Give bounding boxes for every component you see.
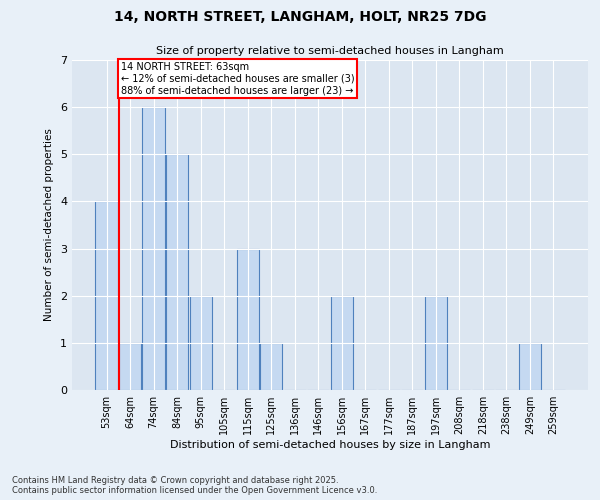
Text: 14, NORTH STREET, LANGHAM, HOLT, NR25 7DG: 14, NORTH STREET, LANGHAM, HOLT, NR25 7D… <box>114 10 486 24</box>
Bar <box>260 343 283 390</box>
Bar <box>331 296 353 390</box>
X-axis label: Distribution of semi-detached houses by size in Langham: Distribution of semi-detached houses by … <box>170 440 490 450</box>
Text: 14 NORTH STREET: 63sqm
← 12% of semi-detached houses are smaller (3)
88% of semi: 14 NORTH STREET: 63sqm ← 12% of semi-det… <box>121 62 355 96</box>
Bar <box>425 296 447 390</box>
Bar <box>190 296 212 390</box>
Bar <box>142 107 165 390</box>
Bar <box>236 248 259 390</box>
Title: Size of property relative to semi-detached houses in Langham: Size of property relative to semi-detach… <box>156 46 504 56</box>
Bar <box>119 343 142 390</box>
Bar <box>166 154 188 390</box>
Bar <box>95 202 118 390</box>
Text: Contains HM Land Registry data © Crown copyright and database right 2025.
Contai: Contains HM Land Registry data © Crown c… <box>12 476 377 495</box>
Bar <box>518 343 541 390</box>
Y-axis label: Number of semi-detached properties: Number of semi-detached properties <box>44 128 55 322</box>
